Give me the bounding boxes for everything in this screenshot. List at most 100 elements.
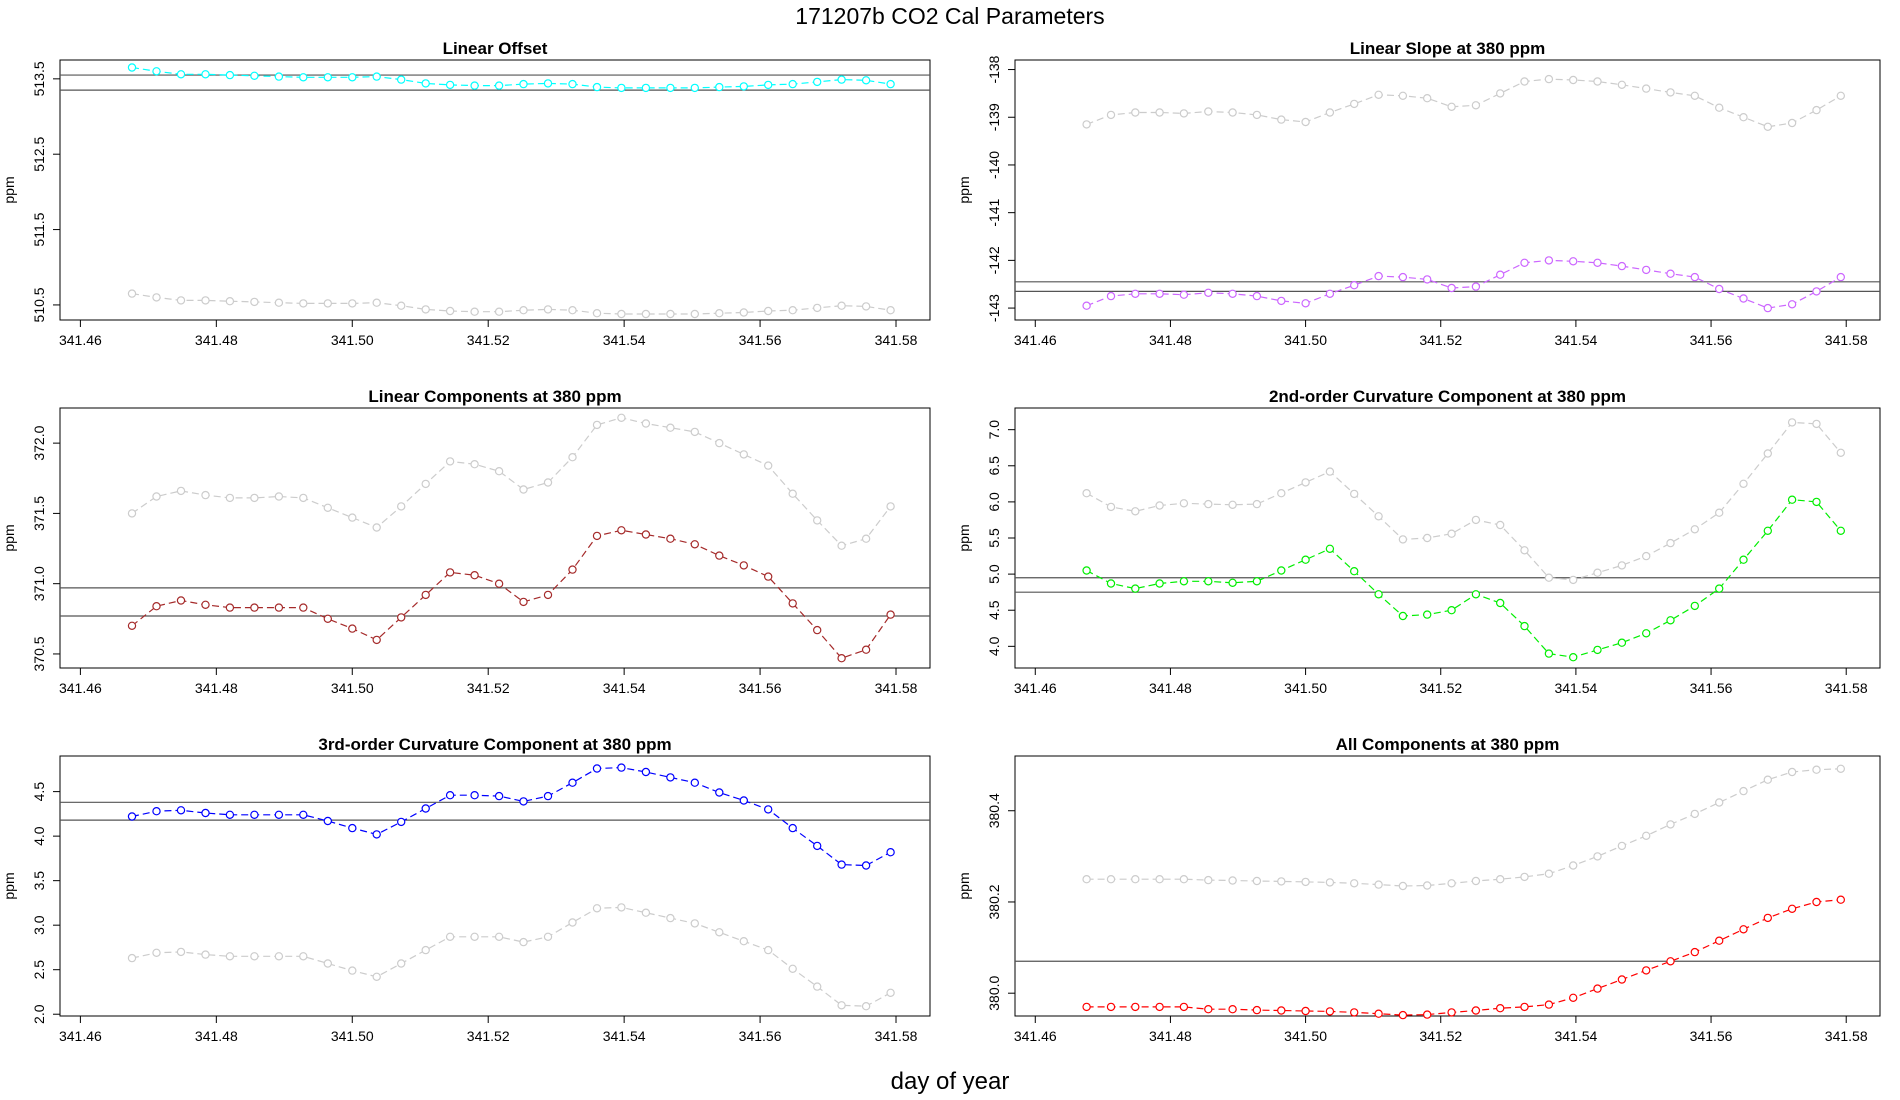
x-tick-label: 341.52 [467,1028,510,1044]
x-tick-label: 341.46 [59,1028,102,1044]
data-point [592,531,602,541]
data-point [1398,881,1408,891]
y-tick-label: 2.0 [31,1004,47,1024]
series-line [1086,78,1842,128]
data-point [1447,102,1456,112]
data-point [1715,936,1724,945]
data-point [764,461,773,470]
data-point [715,928,724,937]
y-tick-label: 4.0 [31,826,47,846]
linear-components-panel: Linear Components at 380 ppm 341.46 341.48… [1,387,931,696]
data-point [1666,820,1675,829]
data-point [1496,874,1505,884]
data-point [201,950,210,959]
all-components-panel: All Components at 380 ppm 341.46 341.48 341… [956,735,1881,1044]
data-point [568,918,577,927]
data-point [886,610,895,619]
data-point [568,565,577,574]
data-point [1082,120,1091,129]
data-point [127,289,137,298]
plot-frame [1014,755,1881,1017]
data-point [568,306,577,315]
data-point [1787,418,1797,427]
data-point [1398,272,1408,282]
data-point [1666,88,1675,97]
data-point [1617,80,1627,90]
data-point [1763,122,1773,132]
y-tick-label: 3.5 [31,871,47,891]
data-point [641,908,651,917]
data-point [1374,90,1383,100]
data-point [837,654,846,663]
data-point [470,459,479,469]
data-point [372,523,381,532]
x-tick-label: 341.50 [1284,1028,1327,1044]
data-point [1520,621,1529,631]
data-point [519,937,528,947]
data-point [201,296,210,305]
panel-title: Linear Offset [443,39,548,58]
data-point [421,79,430,88]
data-point [176,596,186,605]
x-tick-label: 341.56 [1690,1028,1733,1044]
data-point [1106,579,1116,588]
data-point [1593,258,1602,267]
data-point [1423,275,1432,284]
data-point [1082,566,1091,575]
series-reference [1082,418,1846,585]
data-point [666,309,675,319]
data-point [372,972,381,981]
data-point [1836,272,1846,282]
data-point [445,457,455,466]
x-tick-label: 341.48 [195,332,238,348]
data-point [1812,765,1821,774]
data-point [1569,653,1578,662]
data-point [1447,879,1456,888]
data-point [176,70,186,79]
y-tick-label: 510.5 [31,287,47,322]
data-point [1617,975,1627,984]
series-reference [127,413,895,550]
data-point [1082,1002,1091,1012]
data-point [1739,786,1748,796]
data-point [1447,283,1456,293]
data-point [1325,108,1335,117]
series-line [1086,259,1842,309]
data-point [201,70,210,79]
data-point [299,603,308,612]
data-point [1836,764,1846,773]
data-point [1642,84,1651,93]
data-point [837,860,846,869]
data-point [1763,526,1773,535]
data-point [421,945,430,955]
data-point [592,309,602,318]
data-point [274,492,284,501]
data-point [445,932,455,941]
data-point [127,509,137,518]
data-point [764,306,773,316]
data-point [715,309,724,318]
x-tick-label: 341.58 [875,1028,918,1044]
data-point [641,309,651,319]
data-point [201,808,210,818]
data-point [739,561,749,570]
x-tick-label: 341.56 [739,680,782,696]
data-point [788,599,797,608]
data-point [1666,957,1675,966]
x-tick-label: 341.48 [1149,1028,1192,1044]
y-axis-label: ppm [956,524,972,551]
data-point [1106,502,1116,512]
data-point [739,796,749,805]
data-point [152,806,161,816]
data-point [397,613,406,622]
data-point [1812,897,1821,907]
data-point [1228,1005,1237,1014]
data-point [1763,775,1773,784]
data-point [1228,578,1237,587]
y-axis-label: ppm [1,872,17,899]
x-tick-label: 341.54 [1554,1028,1597,1044]
data-point [1374,1009,1383,1018]
data-point [1569,861,1578,870]
data-point [445,306,455,316]
data-point [1228,108,1237,117]
